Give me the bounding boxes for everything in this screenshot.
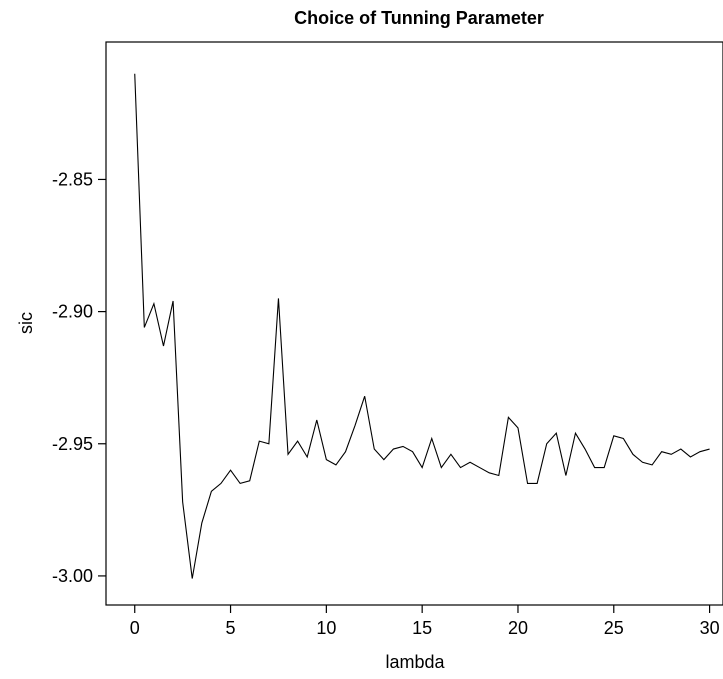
x-tick-label: 10	[316, 618, 336, 638]
x-tick-label: 20	[508, 618, 528, 638]
x-tick-label: 0	[130, 618, 140, 638]
x-axis-label: lambda	[385, 652, 445, 672]
x-tick-label: 30	[700, 618, 720, 638]
chart-title: Choice of Tunning Parameter	[294, 8, 544, 28]
x-tick-label: 15	[412, 618, 432, 638]
series-line	[134, 73, 710, 579]
y-axis-label: sic	[16, 312, 36, 334]
x-tick-label: 25	[604, 618, 624, 638]
y-tick-label: -2.90	[52, 302, 93, 322]
y-tick-label: -3.00	[52, 566, 93, 586]
y-axis: -2.85 -2.90 -2.95 -3.00	[52, 169, 106, 586]
y-tick-label: -2.95	[52, 434, 93, 454]
x-axis: 0 5 10 15 20 25 30	[130, 605, 720, 638]
x-tick-label: 5	[226, 618, 236, 638]
y-tick-label: -2.85	[52, 169, 93, 189]
plot-frame	[105, 41, 723, 606]
